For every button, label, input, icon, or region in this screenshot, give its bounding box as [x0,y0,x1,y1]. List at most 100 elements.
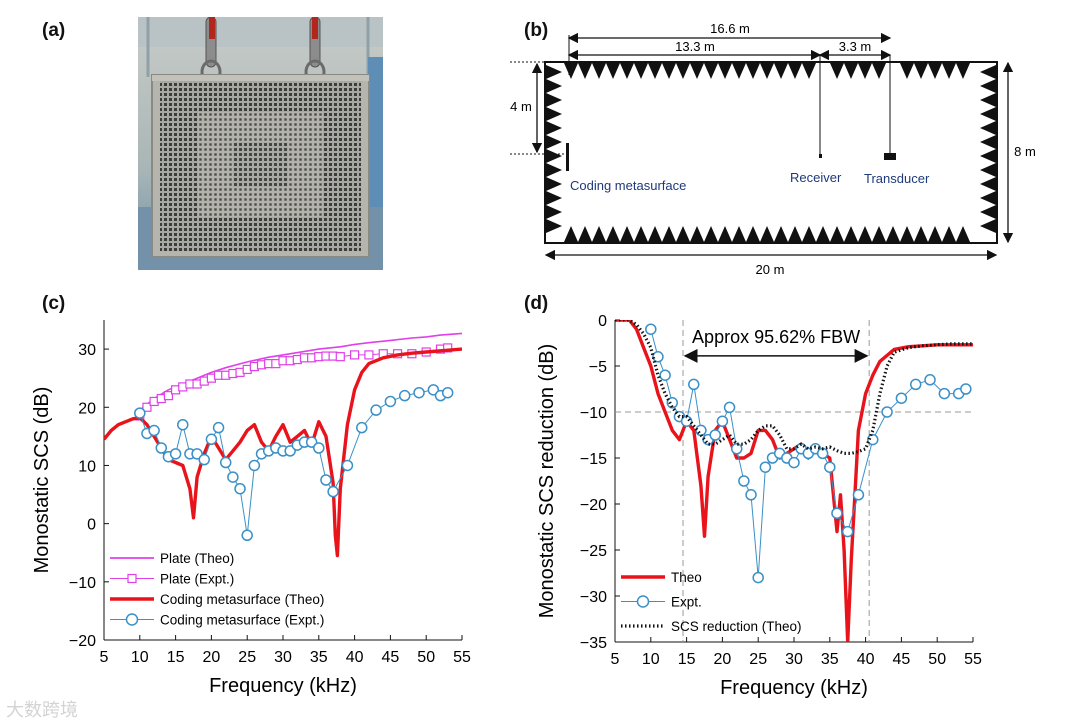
wedge-bottom [830,226,844,242]
y-tick-label: 0 [598,313,607,330]
wedge-top [858,63,872,79]
x-axis-label: Frequency (kHz) [209,675,357,697]
x-tick-label: 10 [131,649,149,666]
plot-area [615,320,973,642]
x-tick-label: 35 [310,649,328,666]
wedge-left [546,149,562,163]
data-point-circle [219,456,232,469]
x-tick-label: 55 [964,651,982,668]
wedge-top [872,63,886,79]
wedge-bottom [564,226,578,242]
wedge-top [718,63,732,79]
data-point-circle [327,485,339,498]
data-point-circle [227,471,239,483]
wedge-top [620,63,634,79]
y-tick-label: 30 [78,342,96,359]
legend-label: Plate (Theo) [160,551,234,566]
wedge-bottom [886,226,900,242]
legend-marker [636,595,650,608]
wedge-right [980,205,996,219]
wedge-top [788,63,802,79]
wedge-top [746,63,760,79]
wedge-top [774,63,788,79]
x-tick-label: 50 [417,649,435,666]
legend: Theo Expt. SCS reduction (Theo) [621,570,802,634]
data-point-circle [241,529,253,542]
y-tick-label: −10 [580,405,607,422]
wedge-bottom [802,226,816,242]
wedge-top [634,63,648,79]
panel-label-a: (a) [42,20,66,41]
wedge-top [760,63,774,79]
series-line-dotted [615,320,973,455]
y-tick-label: −10 [69,575,96,592]
tank-outline [544,61,998,244]
data-point-circle [752,571,764,584]
x-axis-label: Frequency (kHz) [720,677,868,699]
data-point-circle [313,442,325,454]
data-point-circle [881,406,893,418]
x-tick-label: 45 [382,649,400,666]
data-point-square [364,350,374,360]
wedge-bottom [592,226,606,242]
wedge-bottom [620,226,634,242]
panel-label-d: (d) [524,293,549,314]
wedge-bottom [690,226,704,242]
x-tick-label: 30 [785,651,803,668]
wedge-top [956,63,970,79]
wedge-left [546,107,562,121]
wedge-bottom [676,226,690,242]
y-tick-label: −30 [580,589,607,606]
data-point-circle [666,397,679,409]
data-point-circle [169,448,182,460]
wedge-left [546,205,562,219]
x-tick-label: 40 [346,649,364,666]
wedge-right [980,135,996,149]
data-point-circle [652,351,664,363]
legend: Plate (Theo) Plate (Expt.) Coding metasurf… [110,551,324,628]
data-point-circle [356,421,368,434]
metasurface-marker [566,143,569,171]
wedge-left [546,79,562,93]
tank-schematic: 16.6 m 13.3 m 3.3 m 4 m 8 m 20 m Coding … [510,21,1036,277]
wedge-bottom [928,226,942,242]
data-point-circle [320,474,332,486]
coding-metasurface-label: Coding metasurface [570,178,686,193]
wedge-top [942,63,956,79]
fbw-annotation: Approx 95.62% FBW [692,327,860,347]
data-point-circle [745,489,757,501]
data-point-circle [212,421,225,434]
data-point-circle [234,482,246,495]
series-line-thick [615,320,973,642]
x-tick-label: 45 [893,651,911,668]
wedge-top [578,63,592,79]
receiver-label: Receiver [790,170,842,185]
data-point-circle [730,443,743,455]
data-point-circle [960,383,972,395]
wedge-bottom [718,226,732,242]
data-point-circle [645,323,657,335]
x-tick-label: 5 [611,651,620,668]
wedge-bottom [774,226,788,242]
wedge-bottom [606,226,620,242]
data-point-circle [370,404,382,416]
wedge-top [704,63,718,79]
legend-label: Theo [671,570,702,585]
data-point-circle [413,386,425,399]
wedge-right [980,121,996,135]
data-point-circle [788,456,800,469]
wedge-bottom [746,226,760,242]
data-point-circle [205,433,218,446]
chart-d-scs-reduction: 5 10 15 20 25 30 35 40 45 50 55 −35 −30 −25 −20 −15 −10 −… [536,313,982,699]
data-point-circle [895,392,908,404]
x-tick-label: 20 [203,649,221,666]
chart-c-monostatic-scs: 5 10 15 20 25 30 35 40 45 50 55 −20 −10 0 10 20 30 Freque… [31,320,471,697]
x-tick-label: 20 [714,651,732,668]
legend-label: SCS reduction (Theo) [671,619,802,634]
wedge-bottom [732,226,746,242]
wedge-top [564,63,578,79]
data-point-circle [659,369,671,381]
wedge-top [928,63,942,79]
data-point-circle [155,442,168,454]
wedge-right [980,79,996,93]
